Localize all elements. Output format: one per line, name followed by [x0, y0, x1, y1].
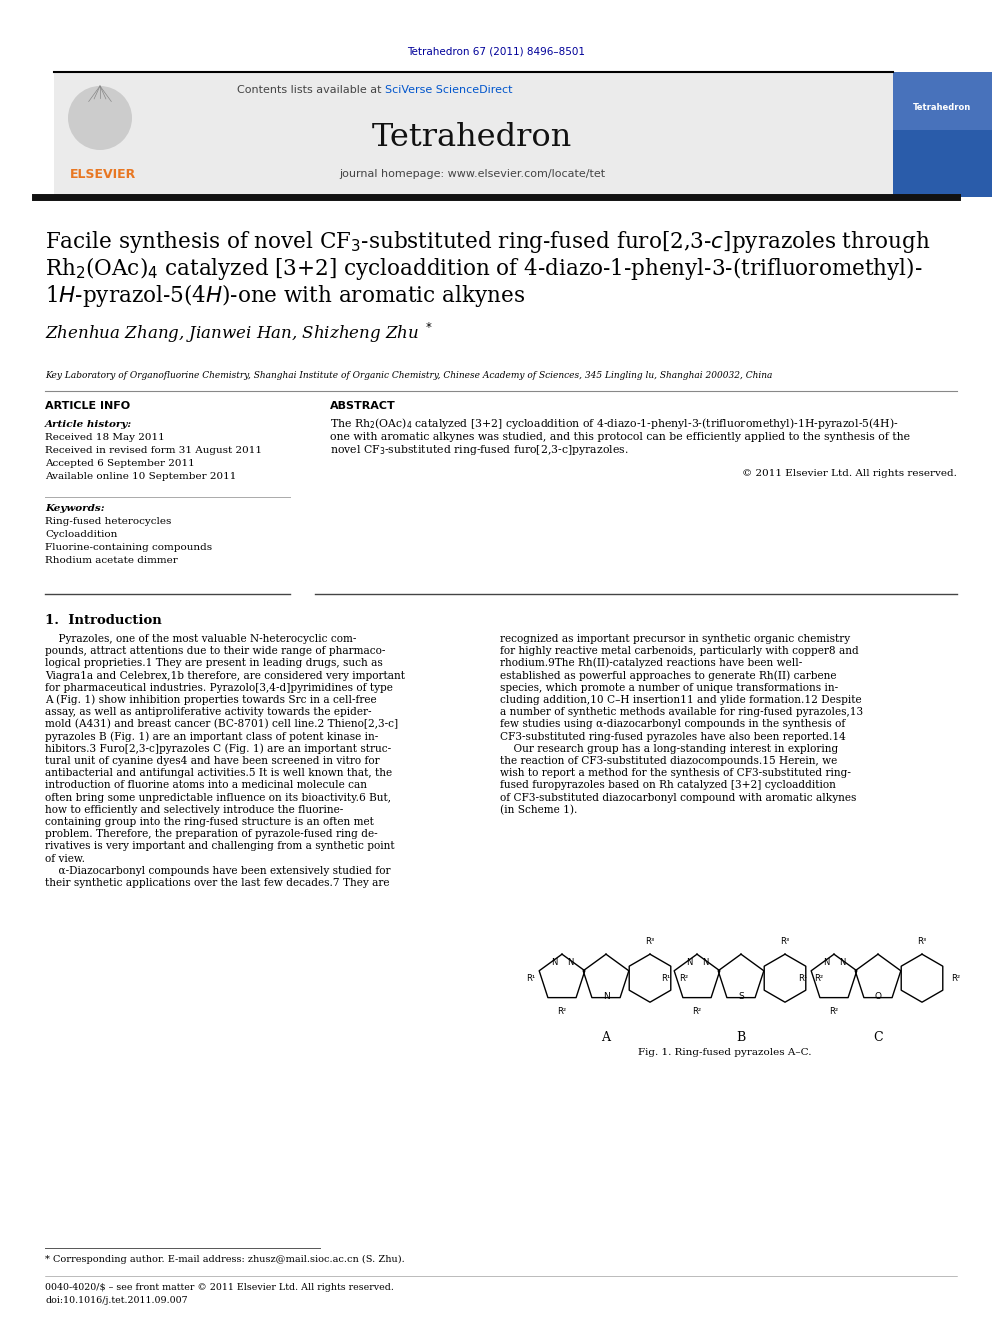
Text: hibitors.3 Furo[2,3-c]pyrazoles C (Fig. 1) are an important struc-: hibitors.3 Furo[2,3-c]pyrazoles C (Fig. …	[45, 744, 391, 754]
Text: Cycloaddition: Cycloaddition	[45, 531, 117, 538]
Text: Accepted 6 September 2011: Accepted 6 September 2011	[45, 459, 194, 468]
Text: containing group into the ring-fused structure is an often met: containing group into the ring-fused str…	[45, 818, 374, 827]
Text: Zhenhua Zhang, Jianwei Han, Shizheng Zhu $^*$: Zhenhua Zhang, Jianwei Han, Shizheng Zhu…	[45, 321, 434, 345]
Text: recognized as important precursor in synthetic organic chemistry: recognized as important precursor in syn…	[500, 634, 850, 644]
Text: The Rh$_2$(OAc)$_4$ catalyzed [3+2] cycloaddition of 4-diazo-1-phenyl-3-(trifluo: The Rh$_2$(OAc)$_4$ catalyzed [3+2] cycl…	[330, 415, 899, 431]
Text: ELSEVIER: ELSEVIER	[70, 168, 136, 181]
Text: a number of synthetic methods available for ring-fused pyrazoles,13: a number of synthetic methods available …	[500, 708, 863, 717]
Text: ABSTRACT: ABSTRACT	[330, 401, 396, 411]
Text: Fluorine-containing compounds: Fluorine-containing compounds	[45, 542, 212, 552]
Text: Received 18 May 2011: Received 18 May 2011	[45, 433, 165, 442]
Text: Fig. 1. Ring-fused pyrazoles A–C.: Fig. 1. Ring-fused pyrazoles A–C.	[638, 1048, 811, 1057]
Text: * Corresponding author. E-mail address: zhusz@mail.sioc.ac.cn (S. Zhu).: * Corresponding author. E-mail address: …	[45, 1256, 405, 1263]
Text: R¹: R¹	[661, 974, 670, 983]
Text: N: N	[566, 958, 573, 967]
Text: A (Fig. 1) show inhibition properties towards Src in a cell-free: A (Fig. 1) show inhibition properties to…	[45, 695, 377, 705]
Text: few studies using α-diazocarbonyl compounds in the synthesis of: few studies using α-diazocarbonyl compou…	[500, 720, 845, 729]
Text: Tetrahedron 67 (2011) 8496–8501: Tetrahedron 67 (2011) 8496–8501	[407, 48, 585, 57]
Text: N: N	[551, 958, 558, 967]
Text: R²: R²	[951, 974, 960, 983]
Text: R¹: R¹	[798, 974, 807, 983]
Text: α-Diazocarbonyl compounds have been extensively studied for: α-Diazocarbonyl compounds have been exte…	[45, 865, 391, 876]
Text: assay, as well as antiproliferative activity towards the epider-: assay, as well as antiproliferative acti…	[45, 708, 371, 717]
Text: N: N	[839, 958, 845, 967]
Text: O: O	[875, 992, 882, 1000]
Text: novel CF$_3$-substituted ring-fused furo[2,3-c]pyrazoles.: novel CF$_3$-substituted ring-fused furo…	[330, 443, 629, 456]
Text: doi:10.1016/j.tet.2011.09.007: doi:10.1016/j.tet.2011.09.007	[45, 1297, 187, 1304]
Text: logical proprieties.1 They are present in leading drugs, such as: logical proprieties.1 They are present i…	[45, 659, 383, 668]
Text: R³: R³	[918, 937, 927, 946]
Text: pounds, attract attentions due to their wide range of pharmaco-: pounds, attract attentions due to their …	[45, 646, 385, 656]
Text: R²: R²	[829, 1007, 838, 1016]
Text: Key Laboratory of Organofluorine Chemistry, Shanghai Institute of Organic Chemis: Key Laboratory of Organofluorine Chemist…	[45, 370, 773, 380]
Text: N: N	[602, 992, 609, 1000]
Text: the reaction of CF3-substituted diazocompounds.15 Herein, we: the reaction of CF3-substituted diazocom…	[500, 755, 837, 766]
Text: S: S	[738, 992, 744, 1000]
Text: tural unit of cyanine dyes4 and have been screened in vitro for: tural unit of cyanine dyes4 and have bee…	[45, 755, 380, 766]
Text: Rhodium acetate dimmer: Rhodium acetate dimmer	[45, 556, 178, 565]
Text: introduction of fluorine atoms into a medicinal molecule can: introduction of fluorine atoms into a me…	[45, 781, 367, 790]
Text: Tetrahedron: Tetrahedron	[913, 103, 971, 112]
Text: Received in revised form 31 August 2011: Received in revised form 31 August 2011	[45, 446, 262, 455]
Text: R¹: R¹	[526, 974, 535, 983]
Text: C: C	[873, 1031, 883, 1044]
Text: mold (A431) and breast cancer (BC-8701) cell line.2 Thieno[2,3-c]: mold (A431) and breast cancer (BC-8701) …	[45, 720, 398, 729]
Text: A: A	[601, 1031, 610, 1044]
Text: R²: R²	[679, 974, 688, 983]
Text: Viagra1a and Celebrex,1b therefore, are considered very important: Viagra1a and Celebrex,1b therefore, are …	[45, 671, 405, 680]
Text: Facile synthesis of novel CF$_3$-substituted ring-fused furo[2,3-$c$]pyrazoles t: Facile synthesis of novel CF$_3$-substit…	[45, 229, 930, 255]
Bar	[893, 71, 992, 197]
Text: for highly reactive metal carbenoids, particularly with copper8 and: for highly reactive metal carbenoids, pa…	[500, 646, 859, 656]
Text: N: N	[685, 958, 692, 967]
Bar	[893, 71, 992, 130]
Text: of view.: of view.	[45, 853, 85, 864]
Text: R³: R³	[646, 937, 655, 946]
Text: Keywords:: Keywords:	[45, 504, 104, 513]
Text: their synthetic applications over the last few decades.7 They are: their synthetic applications over the la…	[45, 878, 390, 888]
Text: CF3-substituted ring-fused pyrazoles have also been reported.14: CF3-substituted ring-fused pyrazoles hav…	[500, 732, 846, 742]
Text: fused furopyrazoles based on Rh catalyzed [3+2] cycloaddition: fused furopyrazoles based on Rh catalyze…	[500, 781, 836, 790]
Text: 1$H$-pyrazol-5(4$H$)-one with aromatic alkynes: 1$H$-pyrazol-5(4$H$)-one with aromatic a…	[45, 282, 525, 310]
Text: (in Scheme 1).: (in Scheme 1).	[500, 804, 577, 815]
Text: R²: R²	[558, 1007, 566, 1016]
Text: N: N	[701, 958, 708, 967]
Text: 0040-4020/$ – see front matter © 2011 Elsevier Ltd. All rights reserved.: 0040-4020/$ – see front matter © 2011 El…	[45, 1283, 394, 1293]
Text: © 2011 Elsevier Ltd. All rights reserved.: © 2011 Elsevier Ltd. All rights reserved…	[742, 468, 957, 478]
Text: Rh$_2$(OAc)$_4$ catalyzed [3+2] cycloaddition of 4-diazo-1-phenyl-3-(trifluorome: Rh$_2$(OAc)$_4$ catalyzed [3+2] cycloadd…	[45, 255, 923, 282]
Text: rivatives is very important and challenging from a synthetic point: rivatives is very important and challeng…	[45, 841, 395, 852]
Text: for pharmaceutical industries. Pyrazolo[3,4-d]pyrimidines of type: for pharmaceutical industries. Pyrazolo[…	[45, 683, 393, 693]
Text: ARTICLE INFO: ARTICLE INFO	[45, 401, 130, 411]
Text: R²: R²	[692, 1007, 701, 1016]
Text: antibacterial and antifungal activities.5 It is well known that, the: antibacterial and antifungal activities.…	[45, 769, 392, 778]
Text: established as powerful approaches to generate Rh(II) carbene: established as powerful approaches to ge…	[500, 669, 836, 680]
Text: Ring-fused heterocycles: Ring-fused heterocycles	[45, 517, 172, 527]
Text: pyrazoles B (Fig. 1) are an important class of potent kinase in-: pyrazoles B (Fig. 1) are an important cl…	[45, 732, 378, 742]
Text: Contents lists available at: Contents lists available at	[237, 85, 385, 95]
Text: Article history:: Article history:	[45, 419, 132, 429]
Circle shape	[68, 86, 132, 149]
Text: often bring some unpredictable influence on its bioactivity.6 But,: often bring some unpredictable influence…	[45, 792, 391, 803]
Text: Pyrazoles, one of the most valuable N-heterocyclic com-: Pyrazoles, one of the most valuable N-he…	[45, 634, 356, 644]
Text: Tetrahedron: Tetrahedron	[372, 122, 572, 152]
Text: Our research group has a long-standing interest in exploring: Our research group has a long-standing i…	[500, 744, 838, 754]
Text: R²: R²	[814, 974, 823, 983]
Text: problem. Therefore, the preparation of pyrazole-fused ring de-: problem. Therefore, the preparation of p…	[45, 830, 378, 839]
Text: N: N	[822, 958, 829, 967]
Text: B: B	[736, 1031, 746, 1044]
Text: rhodium.9The Rh(II)-catalyzed reactions have been well-: rhodium.9The Rh(II)-catalyzed reactions …	[500, 658, 803, 668]
Text: how to efficiently and selectively introduce the fluorine-: how to efficiently and selectively intro…	[45, 804, 343, 815]
Bar	[54, 71, 893, 197]
Text: journal homepage: www.elsevier.com/locate/tet: journal homepage: www.elsevier.com/locat…	[339, 169, 605, 179]
Text: SciVerse ScienceDirect: SciVerse ScienceDirect	[385, 85, 513, 95]
Text: Available online 10 September 2011: Available online 10 September 2011	[45, 472, 236, 482]
Text: one with aromatic alkynes was studied, and this protocol can be efficiently appl: one with aromatic alkynes was studied, a…	[330, 433, 910, 442]
Text: R³: R³	[781, 937, 790, 946]
Text: species, which promote a number of unique transformations in-: species, which promote a number of uniqu…	[500, 683, 838, 693]
Text: of CF3-substituted diazocarbonyl compound with aromatic alkynes: of CF3-substituted diazocarbonyl compoun…	[500, 792, 856, 803]
Text: 1.  Introduction: 1. Introduction	[45, 614, 162, 627]
Text: cluding addition,10 C–H insertion11 and ylide formation.12 Despite: cluding addition,10 C–H insertion11 and …	[500, 695, 862, 705]
Text: wish to report a method for the synthesis of CF3-substituted ring-: wish to report a method for the synthesi…	[500, 769, 851, 778]
